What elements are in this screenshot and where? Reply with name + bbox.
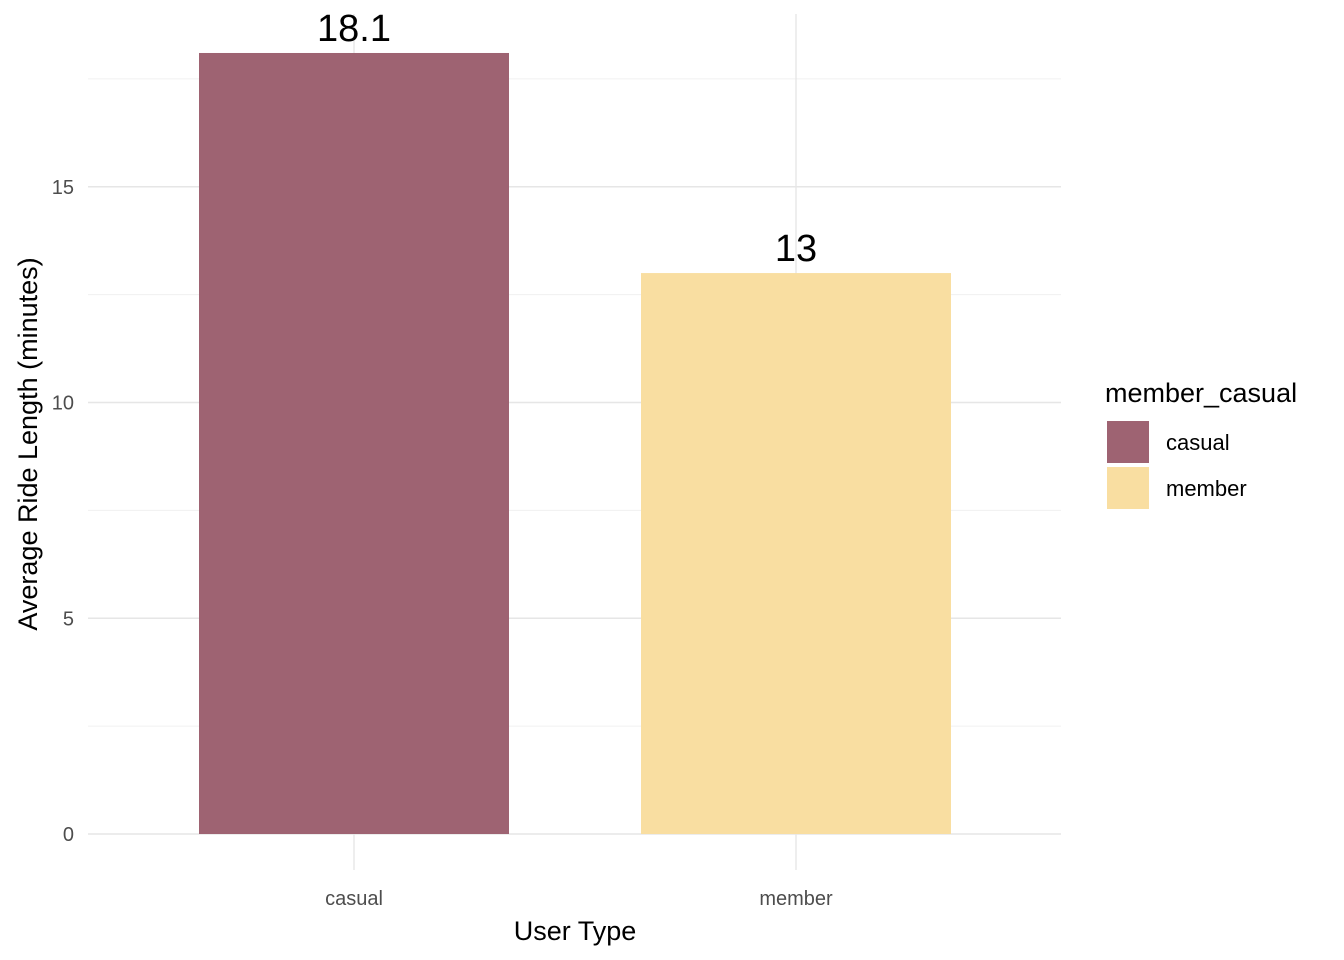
legend-label-casual: casual	[1166, 430, 1230, 455]
legend-items: casual member	[1107, 421, 1247, 509]
x-tick-label: member	[759, 888, 833, 910]
legend: member_casual casual member	[1105, 378, 1297, 509]
legend-swatch-casual	[1107, 421, 1149, 463]
data-label-casual: 18.1	[317, 8, 391, 50]
y-axis-title: Average Ride Length (minutes)	[13, 257, 43, 630]
legend-title: member_casual	[1105, 378, 1297, 408]
y-tick-label: 15	[52, 177, 74, 199]
data-label-member: 13	[775, 228, 817, 270]
legend-label-member: member	[1166, 476, 1247, 501]
data-labels: 18.1 13	[317, 8, 817, 270]
x-tick-label: casual	[325, 888, 383, 910]
bar-casual	[199, 52, 509, 835]
x-axis-title: User Type	[514, 916, 637, 946]
y-tick-label: 0	[63, 824, 74, 846]
legend-swatch-member	[1107, 467, 1149, 509]
bar-member	[641, 273, 951, 834]
y-tick-label: 10	[52, 393, 74, 415]
y-tick-label: 5	[63, 608, 74, 630]
tick-labels: 0 5 10 15 casual member	[52, 177, 833, 910]
bars	[199, 52, 951, 835]
